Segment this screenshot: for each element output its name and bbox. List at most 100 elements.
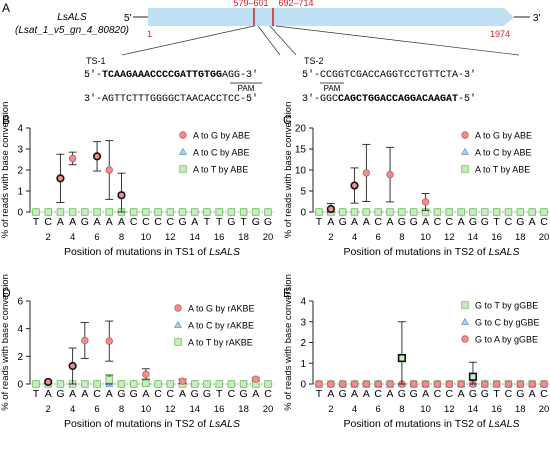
x-tick-label: 14 xyxy=(189,232,200,243)
sequence-letter: A xyxy=(81,388,88,400)
zero-point-square xyxy=(469,208,477,216)
sequence-letter: C xyxy=(434,216,442,228)
zero-point-square xyxy=(386,208,394,216)
zero-point-square xyxy=(56,208,65,216)
sequence-letter: G xyxy=(239,388,247,400)
x-axis-label: Position of mutations in TS2 of LsALS xyxy=(343,418,519,430)
legend-label: G to C by gGBE xyxy=(475,318,540,328)
sequence-letter: A xyxy=(363,388,370,400)
x-tick-label: 2 xyxy=(328,404,333,415)
sequence-letter: A xyxy=(252,388,259,400)
x-tick-label: 18 xyxy=(515,232,526,243)
data-point-circle xyxy=(362,169,371,177)
zero-point-square xyxy=(315,208,323,216)
zero-point-square xyxy=(154,380,162,388)
x-tick-label: 4 xyxy=(70,404,75,415)
legend-marker-square xyxy=(174,338,182,346)
y-tick-label: 20 xyxy=(295,124,307,135)
x-tick-label: 16 xyxy=(214,232,225,243)
y-axis-label: % of reads with base conversion xyxy=(283,102,294,239)
sequence-letter: G xyxy=(481,216,489,228)
x-tick-label: 10 xyxy=(141,232,152,243)
legend-label: A to T by ABE xyxy=(475,165,530,175)
panel-a: A LsALS (Lsat_1_v5_gn_4_80820) 5' 3' 1 1… xyxy=(2,0,541,105)
sequence-letter: G xyxy=(339,216,347,228)
x-tick-label: 10 xyxy=(141,404,152,415)
zero-point-square xyxy=(93,208,101,216)
sequence-letter: A xyxy=(57,216,64,228)
x-tick-label: 18 xyxy=(238,232,249,243)
sequence-letter: C xyxy=(505,388,513,400)
x-tick-label: 8 xyxy=(119,232,124,243)
sequence-letter: T xyxy=(493,216,500,228)
sequence-letter: C xyxy=(228,388,236,400)
zero-point-circle xyxy=(492,380,501,388)
sequence-letter: G xyxy=(264,216,272,228)
zero-point-circle xyxy=(315,380,323,388)
x-tick-label: 16 xyxy=(214,404,225,415)
data-point-circle xyxy=(68,361,77,371)
zero-point-square xyxy=(252,208,260,216)
ts2-pam-label: PAM xyxy=(324,84,341,93)
sequence-letter: A xyxy=(69,216,76,228)
zero-point-circle xyxy=(516,380,525,388)
zero-point-square xyxy=(142,208,150,216)
panel-letter-a: A xyxy=(2,1,10,15)
zero-point-square xyxy=(215,380,223,388)
zero-point-circle xyxy=(410,380,418,388)
sequence-letter: A xyxy=(45,388,52,400)
sequence-letter: G xyxy=(56,388,64,400)
sequence-letter: A xyxy=(422,216,429,228)
sequence-letter: C xyxy=(93,388,101,400)
x-tick-label: 18 xyxy=(515,404,526,415)
y-tick-label: 1 xyxy=(17,187,23,198)
data-point-circle xyxy=(142,370,150,379)
sequence-letter: T xyxy=(33,216,40,228)
data-point-circle xyxy=(350,181,359,190)
sequence-letter: T xyxy=(316,388,323,400)
sequence-letter: A xyxy=(363,216,370,228)
sequence-letter: G xyxy=(130,388,138,400)
legend-label: G to A by gGBE xyxy=(475,335,538,345)
sequence-letter: A xyxy=(191,216,198,228)
legend-label: A to G by rAKBE xyxy=(188,304,255,314)
sequence-letter: A xyxy=(387,388,394,400)
y-tick-label: 2 xyxy=(17,352,23,363)
ts1-bottom-strand: 3'-AGTTCTTTGGGGCTAACACCTCC-5' xyxy=(84,93,258,105)
zero-point-square xyxy=(93,380,101,388)
x-tick-label: 8 xyxy=(399,232,404,243)
ts1-pam-label: PAM xyxy=(238,84,255,93)
zero-point-square xyxy=(481,208,489,216)
legend: A to G by ABE A to C by ABE A to T by ABE xyxy=(178,131,250,175)
data-point-square xyxy=(105,376,113,384)
x-tick-label: 18 xyxy=(238,404,249,415)
legend-marker-triangle xyxy=(178,147,188,156)
zoom-line-1 xyxy=(121,25,255,56)
zero-point-square xyxy=(129,208,138,216)
y-axis-label: % of reads with base conversion xyxy=(0,102,11,239)
sequence-letter: C xyxy=(505,216,513,228)
sequence-letter: G xyxy=(516,388,524,400)
y-tick-label: 2 xyxy=(17,166,23,177)
sequence-letter: G xyxy=(339,388,347,400)
data-point-circle xyxy=(105,166,113,174)
data-point-circle xyxy=(44,377,53,387)
data-point-circle xyxy=(326,204,335,214)
gene-start: 1 xyxy=(147,29,152,39)
data-point-circle xyxy=(81,336,89,345)
y-tick-label: 6 xyxy=(17,297,23,308)
data-point-circle xyxy=(252,375,260,383)
panel-letter-b: B xyxy=(2,113,10,127)
x-tick-label: 20 xyxy=(539,232,550,243)
y-tick-label: 4 xyxy=(17,124,23,135)
zero-point-square xyxy=(178,208,187,216)
x-tick-label: 14 xyxy=(468,232,479,243)
data-point-circle xyxy=(56,174,65,183)
sequence-letter: A xyxy=(351,216,358,228)
x-tick-label: 6 xyxy=(376,232,381,243)
data-point-circle xyxy=(117,191,126,200)
x-axis-label: Position of mutations in TS2 of LsALS xyxy=(343,246,519,258)
